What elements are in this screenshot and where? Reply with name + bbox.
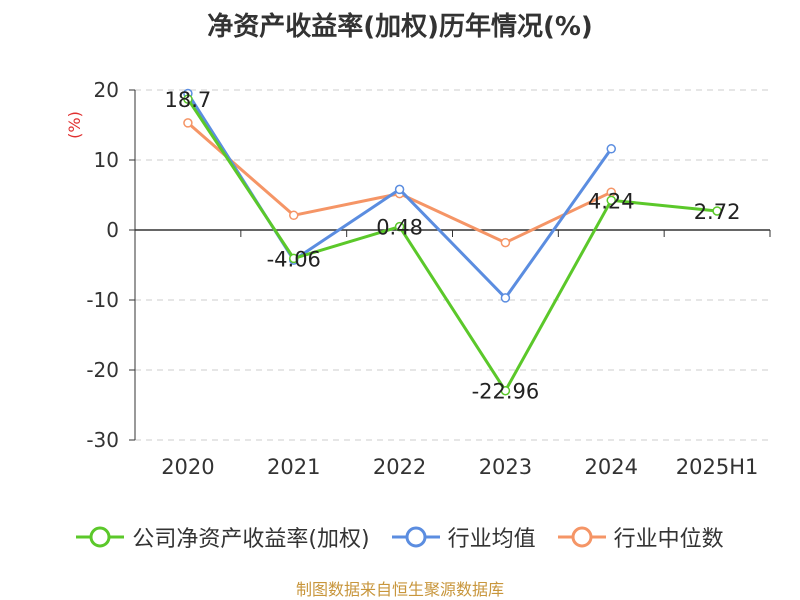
legend-marker-icon	[557, 526, 606, 548]
axes: 20 10 0 -10 -20 -30 (%) 2020 2021 2022 2023 2024 202…	[65, 78, 771, 479]
grid-lines	[135, 89, 770, 441]
y-tick-label: -10	[86, 288, 119, 312]
chart-title: 净资产收益率(加权)历年情况(%)	[207, 12, 593, 42]
y-tick-label: -30	[86, 428, 119, 452]
data-label: 2.72	[694, 200, 741, 224]
x-tick-label: 2022	[373, 455, 426, 479]
y-axis-label: (%)	[65, 111, 84, 139]
data-label: -4.06	[267, 247, 321, 271]
series-line	[186, 98, 718, 393]
data-point	[183, 94, 193, 104]
data-point	[289, 253, 299, 264]
legend: 公司净资产收益率(加权) 行业均值 行业中位数	[0, 520, 800, 554]
data-point	[394, 184, 405, 195]
data-point	[289, 210, 299, 221]
x-tick-label: 2020	[161, 455, 214, 479]
x-tick-label: 2024	[585, 455, 638, 479]
legend-marker-icon	[391, 526, 440, 548]
x-tick-label: 2023	[479, 455, 532, 479]
data-label: -22.96	[472, 380, 540, 404]
data-labels: 18.7 -4.06 0.48 -22.96 4.24 2.72	[165, 88, 741, 404]
data-point	[606, 195, 616, 206]
data-label: 4.24	[588, 189, 635, 213]
y-tick-label: -20	[86, 358, 119, 382]
legend-item-industry-mean[interactable]: 行业均值	[391, 521, 536, 553]
legend-label: 行业中位数	[613, 527, 724, 552]
legend-label: 行业均值	[447, 527, 536, 552]
data-label: 0.48	[376, 216, 423, 240]
data-point	[183, 118, 193, 128]
data-source-note: 制图数据来自恒生聚源数据库	[295, 580, 504, 599]
y-tick-label: 0	[106, 218, 119, 242]
legend-item-company[interactable]: 公司净资产收益率(加权)	[76, 521, 370, 553]
legend-item-industry-median[interactable]: 行业中位数	[557, 521, 724, 553]
data-point	[500, 237, 511, 248]
legend-marker-icon	[76, 526, 125, 548]
legend-label: 公司净资产收益率(加权)	[132, 527, 370, 552]
data-point	[394, 221, 405, 232]
y-tick-label: 10	[94, 148, 119, 172]
data-point	[606, 144, 616, 154]
data-point	[500, 293, 511, 303]
x-tick-label: 2025H1	[676, 455, 759, 479]
data-point	[712, 206, 722, 216]
x-tick-label: 2021	[267, 455, 320, 479]
data-point	[500, 385, 511, 396]
series-lines	[183, 88, 722, 396]
y-tick-label: 20	[94, 78, 119, 102]
data-label: 18.7	[165, 88, 212, 112]
